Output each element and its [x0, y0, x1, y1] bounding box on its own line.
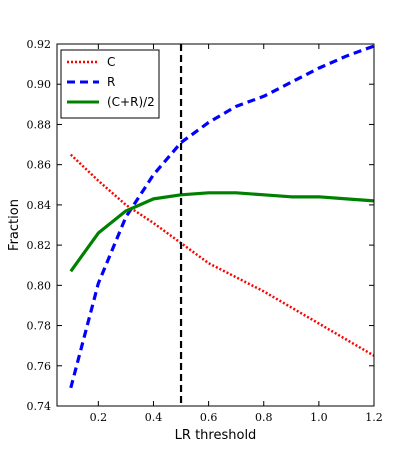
- x-tick-label: 1.2: [365, 411, 383, 424]
- x-tick-label: 0.6: [200, 411, 218, 424]
- tick-label-layer: 0.2 0.4 0.6 0.8 1.0 1.2 0.74 0.76 0.78 0.80 0.82 0.…: [27, 38, 383, 424]
- y-tick-label: 0.88: [27, 118, 52, 131]
- series-line-2: [69, 44, 374, 389]
- x-tick-label: 0.4: [145, 411, 163, 424]
- series-line-1: [69, 153, 374, 357]
- ticks-layer: [57, 43, 375, 407]
- y-tick-label: 0.82: [27, 239, 52, 252]
- y-tick-label: 0.92: [27, 38, 52, 51]
- legend-label-2: R: [107, 75, 115, 89]
- legend-box: [60, 49, 160, 119]
- x-tick-label: 1.0: [310, 411, 328, 424]
- y-axis-title: Fraction: [7, 199, 22, 251]
- series-layer: [69, 44, 374, 389]
- x-axis-title: LR threshold: [175, 428, 257, 443]
- y-tick-label: 0.80: [27, 279, 52, 292]
- y-tick-label: 0.90: [27, 78, 52, 91]
- y-tick-label: 0.84: [27, 199, 52, 212]
- x-tick-label: 0.8: [255, 411, 273, 424]
- y-tick-label: 0.78: [27, 320, 52, 333]
- legend-label-3: (C+R)/2: [107, 95, 155, 109]
- x-tick-label: 0.2: [90, 411, 108, 424]
- y-tick-label: 0.74: [27, 400, 52, 413]
- series-line-3: [69, 191, 374, 273]
- y-tick-label: 0.86: [27, 159, 52, 172]
- legend-label-1: C: [107, 55, 115, 69]
- y-tick-label: 0.76: [27, 360, 52, 373]
- plot-frame: [56, 43, 375, 407]
- legend: CR (C+R)/2: [60, 49, 160, 119]
